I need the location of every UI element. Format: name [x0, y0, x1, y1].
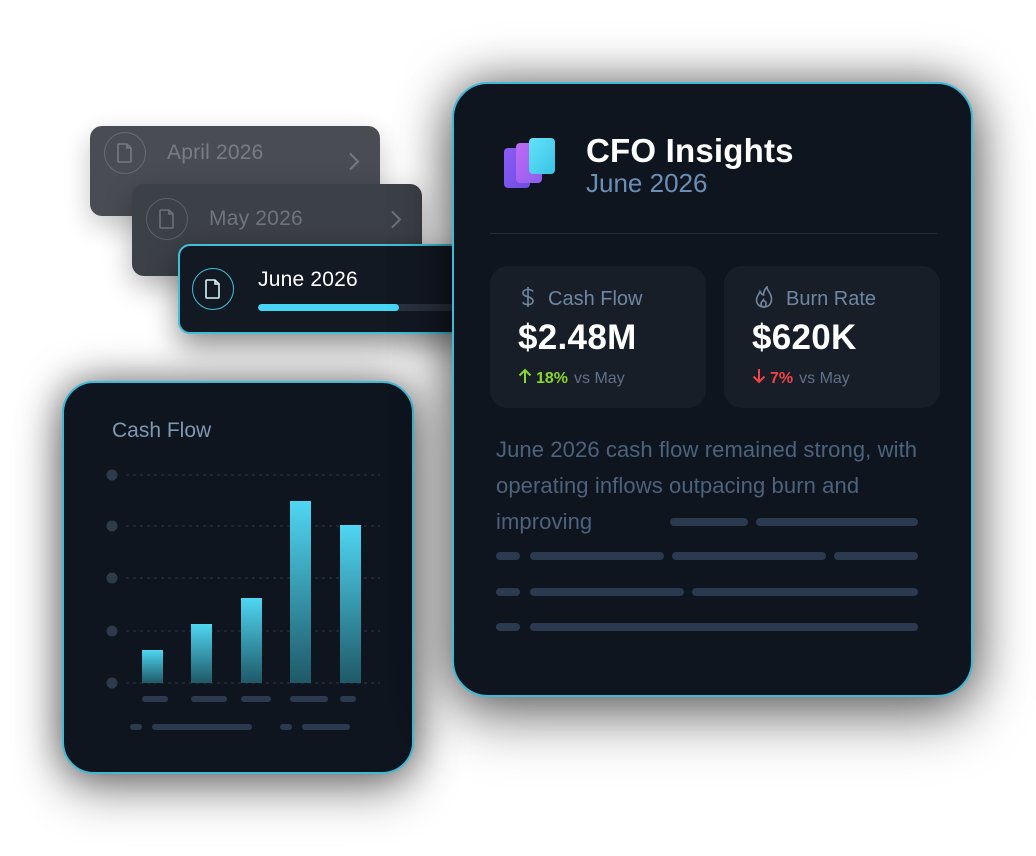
report-label: June 2026	[258, 268, 358, 291]
report-label: April 2026	[167, 141, 264, 164]
axis-tick-dot	[106, 677, 118, 689]
x-tick-label-placeholder	[191, 696, 227, 702]
dollar-icon	[520, 286, 536, 313]
metric-change-percent: 18%	[536, 369, 569, 387]
metric-change-percent: 7%	[770, 369, 794, 387]
chevron-right-icon	[390, 210, 402, 235]
metric-comparison: vs May	[574, 369, 625, 387]
placeholder-line	[530, 623, 918, 631]
arrow-up-icon	[518, 368, 532, 389]
x-tick-label-placeholder	[290, 696, 328, 702]
legend-placeholder	[302, 724, 350, 730]
arrow-down-icon	[752, 368, 766, 389]
flame-icon	[754, 285, 774, 313]
chart-bar	[191, 624, 212, 683]
cash-flow-chart-card: Cash Flow	[62, 381, 414, 774]
metric-label: Burn Rate	[786, 288, 877, 310]
legend-placeholder	[130, 724, 142, 730]
placeholder-line	[834, 552, 918, 560]
metric-burn-rate: Burn Rate $620K 7% vs May	[724, 266, 940, 408]
cfo-insights-card: CFO Insights June 2026 Cash Flow $2.48M …	[452, 82, 973, 697]
divider	[490, 233, 937, 234]
document-icon	[192, 268, 234, 310]
placeholder-line	[672, 552, 826, 560]
layered-squares-logo	[504, 138, 555, 188]
chart-bar	[290, 501, 311, 683]
axis-tick-dot	[106, 572, 118, 584]
chart-bar	[340, 525, 361, 683]
placeholder-line	[756, 518, 918, 526]
metric-comparison: vs May	[799, 369, 850, 387]
report-progress-fill	[258, 304, 400, 311]
placeholder-line	[496, 588, 520, 596]
placeholder-line	[496, 552, 520, 560]
chart-bar	[142, 650, 163, 683]
cash-flow-chart	[106, 469, 380, 730]
metric-change: 7% vs May	[752, 368, 850, 389]
report-card-june[interactable]: June 2026	[178, 244, 468, 334]
metric-change: 18% vs May	[518, 368, 625, 389]
metric-value: $620K	[752, 318, 857, 357]
placeholder-line	[692, 588, 918, 596]
placeholder-line	[496, 623, 520, 631]
insights-title: CFO Insights	[586, 132, 794, 169]
axis-tick-dot	[106, 520, 118, 532]
chart-bar	[241, 598, 262, 683]
axis-tick-dot	[106, 469, 118, 481]
chart-title: Cash Flow	[112, 419, 212, 442]
legend-placeholder	[152, 724, 252, 730]
document-icon	[104, 132, 146, 174]
insights-period: June 2026	[586, 168, 708, 198]
insights-summary: June 2026 cash flow remained strong, wit…	[496, 437, 918, 534]
report-progress-bar	[258, 304, 454, 311]
legend-placeholder	[280, 724, 292, 730]
metric-value: $2.48M	[518, 318, 637, 357]
placeholder-line	[670, 518, 748, 526]
metric-label: Cash Flow	[548, 288, 643, 310]
placeholder-line	[530, 588, 684, 596]
axis-tick-dot	[106, 625, 118, 637]
placeholder-line	[530, 552, 664, 560]
chevron-right-icon	[348, 152, 360, 177]
metric-cash-flow: Cash Flow $2.48M 18% vs May	[490, 266, 706, 408]
document-icon	[146, 198, 188, 240]
report-label: May 2026	[209, 207, 303, 230]
x-tick-label-placeholder	[142, 696, 168, 702]
x-tick-label-placeholder	[241, 696, 271, 702]
x-tick-label-placeholder	[340, 696, 356, 702]
